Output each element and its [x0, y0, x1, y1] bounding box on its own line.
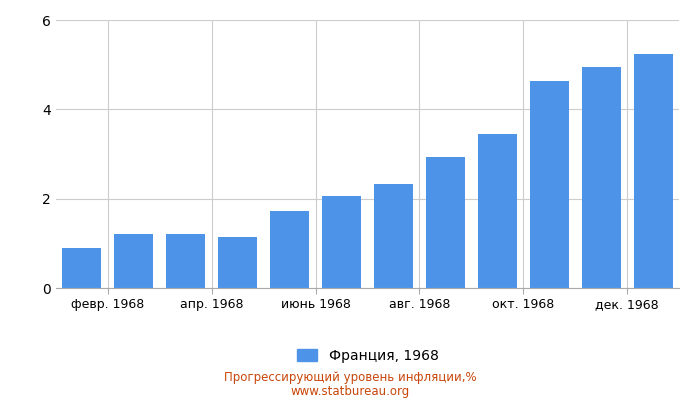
Bar [374, 184, 413, 288]
Bar [478, 134, 517, 288]
Bar [530, 81, 568, 288]
Bar [634, 54, 673, 288]
Bar [114, 234, 153, 288]
Bar [426, 157, 465, 288]
Text: Прогрессирующий уровень инфляции,%: Прогрессирующий уровень инфляции,% [224, 372, 476, 384]
Bar [218, 237, 257, 288]
Bar [582, 67, 621, 288]
Legend: Франция, 1968: Франция, 1968 [291, 343, 444, 368]
Bar [322, 196, 361, 288]
Bar [270, 211, 309, 288]
Bar [62, 248, 102, 288]
Bar [167, 234, 205, 288]
Text: www.statbureau.org: www.statbureau.org [290, 386, 410, 398]
